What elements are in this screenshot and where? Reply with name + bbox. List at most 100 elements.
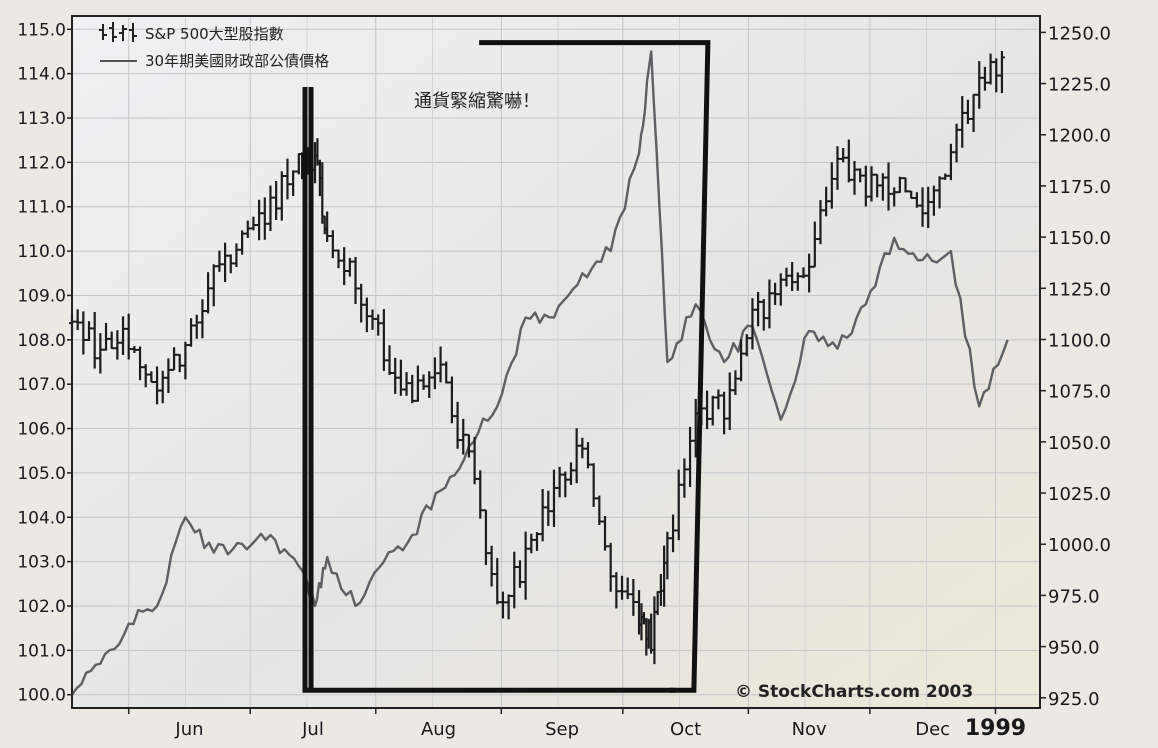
x-tick-label: Dec: [915, 719, 950, 740]
sp500-ohlc-bar: [250, 216, 257, 231]
sp500-ohlc-bar: [125, 313, 132, 360]
sp500-ohlc-bar: [704, 390, 711, 430]
right-tick-label: 975.0: [1048, 586, 1100, 607]
sp500-ohlc-bar: [511, 551, 518, 609]
sp500-ohlc-bar: [823, 186, 830, 217]
sp500-ohlc-bar: [970, 93, 977, 133]
left-tick-label: 100.0: [17, 686, 66, 706]
sp500-ohlc-bar: [834, 146, 841, 190]
sp500-ohlc-bar: [324, 211, 331, 242]
sp500-ohlc-bar: [862, 165, 869, 207]
sp500-ohlc-bar: [738, 339, 745, 382]
right-tick-label: 1075.0: [1048, 382, 1111, 403]
sp500-ohlc-bar: [550, 469, 557, 527]
sp500-ohlc-bar: [925, 186, 932, 229]
right-tick-label: 1025.0: [1048, 484, 1111, 505]
sp500-ohlc-bar: [74, 309, 81, 331]
left-tick-label: 104.0: [17, 508, 66, 528]
sp500-ohlc-bar: [602, 516, 609, 551]
sp500-ohlc-bar: [216, 250, 223, 272]
legend-label-bond: 30年期美國財政部公債價格: [145, 52, 329, 70]
sp500-ohlc-bar: [959, 96, 966, 148]
sp500-ohlc-bar: [766, 279, 773, 329]
left-tick-label: 110.0: [17, 242, 66, 262]
sp500-ohlc-bar: [409, 374, 416, 404]
sp500-ohlc-bar: [91, 312, 98, 369]
sp500-ohlc-bar: [505, 594, 512, 620]
sp500-ohlc-bar: [528, 533, 535, 554]
left-tick-label: 111.0: [17, 198, 66, 218]
sp500-ohlc-bar: [743, 334, 750, 357]
left-tick-label: 114.0: [17, 65, 66, 85]
sp500-ohlc-bar: [675, 469, 682, 541]
watermark-stockcharts: © StockCharts.com 2003: [735, 682, 973, 702]
highlight-boxes: [302, 40, 711, 693]
sp500-ohlc-bar: [431, 357, 438, 390]
sp500-ohlc-bar: [80, 311, 87, 355]
left-tick-label: 109.0: [17, 286, 66, 306]
highlight-box-left-edge: [302, 86, 676, 693]
sp500-ohlc-bar: [460, 418, 467, 455]
sp500-ohlc-bar: [993, 58, 1000, 93]
sp500-ohlc-bar: [471, 436, 478, 485]
legend-ohlc-icon: [99, 22, 137, 42]
sp500-ohlc-bar: [369, 309, 376, 330]
sp500-ohlc-bar: [891, 187, 898, 207]
sp500-ohlc-bar: [845, 139, 852, 183]
bond-series-layer: [71, 50, 1009, 696]
sp500-ohlc-bar: [607, 542, 614, 592]
sp500-ohlc-bar: [998, 50, 1005, 94]
left-axis: 100.0 101.0 102.0 103.0 104.0 105.0 106.0 107.0…: [17, 20, 72, 706]
sp500-series-layer: [69, 50, 1005, 665]
sp500-ohlc-bar: [97, 333, 104, 374]
sp500-ohlc-bar: [760, 299, 767, 331]
sp500-ohlc-bar: [352, 256, 359, 305]
right-tick-label: 1150.0: [1048, 228, 1111, 249]
sp500-ohlc-bar: [681, 458, 688, 498]
sp500-ohlc-bar: [482, 509, 489, 566]
sp500-ohlc-bar: [182, 341, 189, 380]
sp500-ohlc-bar: [114, 330, 121, 360]
sp500-ohlc-bar: [567, 462, 574, 485]
sp500-ohlc-bar: [709, 395, 716, 426]
sp500-ohlc-bar: [420, 374, 427, 390]
right-tick-label: 1175.0: [1048, 177, 1111, 198]
sp500-ohlc-bar: [902, 177, 909, 193]
sp500-ohlc-bar: [987, 53, 994, 85]
sp500-ohlc-bar: [930, 185, 937, 216]
sp500-ohlc-bar: [851, 161, 858, 195]
left-tick-label: 105.0: [17, 464, 66, 484]
highlight-box-right-edge: [479, 40, 711, 693]
sp500-ohlc-bar: [732, 370, 739, 395]
sp500-ohlc-bar: [545, 490, 552, 526]
sp500-ohlc-bar: [142, 364, 149, 388]
sp500-ohlc-bar: [619, 575, 626, 600]
right-tick-label: 1000.0: [1048, 535, 1111, 556]
sp500-ohlc-bar: [380, 309, 387, 371]
sp500-ohlc-bar: [454, 401, 461, 449]
sp500-ohlc-bar: [596, 495, 603, 525]
sp500-ohlc-bar: [375, 314, 382, 336]
sp500-ohlc-bar: [800, 267, 807, 279]
sp500-ohlc-bar: [346, 257, 353, 277]
legend-label-sp500: S&P 500大型股指數: [145, 25, 284, 43]
annotation-deflation-scare: 通貨緊縮驚嚇！: [414, 91, 540, 112]
sp500-ohlc-bar: [516, 560, 523, 588]
sp500-ohlc-bar: [159, 370, 166, 404]
sp500-ohlc-bar: [964, 99, 971, 125]
sp500-ohlc-bar: [199, 299, 206, 339]
sp500-ohlc-bar: [477, 470, 484, 519]
sp500-ohlc-bar: [227, 254, 234, 274]
sp500-ohlc-bar: [284, 158, 291, 200]
sp500-ohlc-bar: [210, 264, 217, 307]
right-tick-label: 1100.0: [1048, 330, 1111, 351]
sp500-ohlc-bar: [222, 242, 229, 282]
left-tick-label: 101.0: [17, 641, 66, 661]
sp500-ohlc-bar: [499, 591, 506, 619]
sp500-ohlc-bar: [358, 283, 365, 323]
sp500-ohlc-bar: [120, 316, 127, 355]
sp500-ohlc-bar: [533, 532, 540, 551]
sp500-ohlc-bar: [426, 371, 433, 398]
sp500-ohlc-bar: [278, 171, 285, 221]
sp500-ohlc-bar: [817, 200, 824, 245]
